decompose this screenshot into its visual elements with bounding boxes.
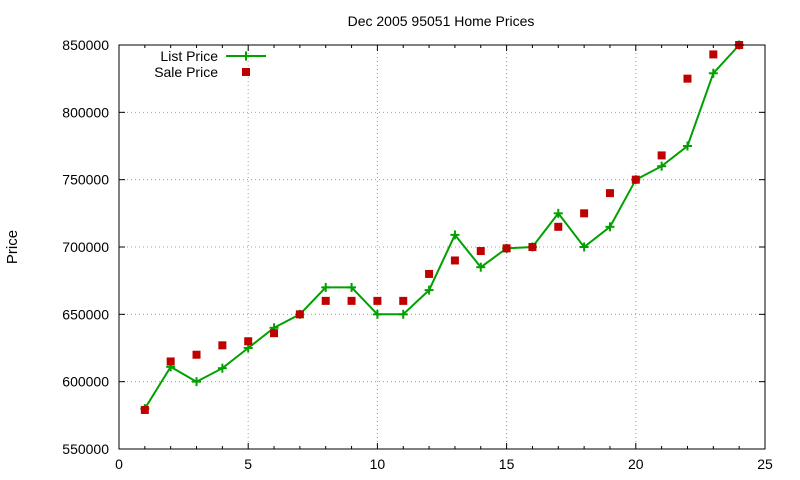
list-price-point [579, 242, 589, 252]
sale-price-point [709, 50, 718, 59]
sale-price-point [270, 329, 279, 338]
sale-price-point [528, 243, 537, 251]
list-price-point [347, 282, 357, 292]
list-price-point [450, 230, 460, 240]
y-tick-label: 850000 [62, 37, 109, 53]
sale-price-point [554, 222, 563, 231]
sale-price-point [192, 350, 201, 359]
list-price-point [682, 141, 692, 151]
y-axis-label: Price [4, 230, 21, 264]
y-tick-label: 750000 [62, 172, 109, 188]
sale-price-point [244, 337, 253, 346]
list-price-point [192, 377, 202, 387]
list-price-point [708, 68, 718, 78]
y-tick-label: 700000 [62, 239, 109, 255]
legend-label-list-price: List Price [160, 48, 218, 64]
sale-price-point [166, 357, 175, 366]
list-price-point [476, 262, 486, 272]
list-price-point [553, 208, 563, 218]
y-tick-label: 600000 [62, 374, 109, 390]
series-layer [140, 40, 744, 414]
y-tick-label: 800000 [62, 104, 109, 120]
sale-price-point [631, 175, 640, 184]
sale-price-point [373, 296, 382, 305]
x-tick-label: 25 [757, 456, 773, 472]
x-tick-label: 0 [115, 456, 123, 472]
list-price-point [657, 161, 667, 171]
sale-price-point [425, 269, 434, 278]
sale-price-point [502, 244, 511, 253]
grid [119, 45, 765, 449]
sale-price-point [321, 296, 330, 305]
y-tick-label: 650000 [62, 306, 109, 322]
x-tick-label: 15 [499, 456, 515, 472]
sale-price-point [683, 74, 692, 83]
list-price-point [605, 222, 615, 232]
list-price-line [143, 44, 740, 410]
chart-title: Dec 2005 95051 Home Prices [348, 13, 535, 29]
list-price-point [372, 309, 382, 319]
legend-marker-sale-price [242, 68, 250, 76]
sale-price-point [140, 405, 149, 414]
list-price-point [217, 363, 227, 373]
y-tick-label: 550000 [62, 441, 109, 457]
x-tick-label: 10 [370, 456, 386, 472]
x-tick-label: 20 [628, 456, 644, 472]
sale-price-point [580, 209, 589, 218]
list-price-point [424, 285, 434, 295]
list-price-point [398, 309, 408, 319]
sale-price-point [605, 189, 614, 198]
sale-price-point [399, 296, 408, 305]
sale-price-point [295, 310, 304, 319]
sale-price-point [347, 296, 356, 305]
tick-labels: 0 5 10 15 20 25 550000 600000 650000 700000 750000… [62, 37, 773, 472]
sale-price-point [657, 151, 666, 160]
x-tick-label: 5 [244, 456, 252, 472]
list-price-point [321, 282, 331, 292]
sale-price-point [476, 247, 485, 256]
legend-label-sale-price: Sale Price [154, 64, 218, 80]
sale-price-point [218, 341, 227, 350]
plot-frame [118, 44, 766, 450]
sale-price-point [450, 256, 459, 265]
